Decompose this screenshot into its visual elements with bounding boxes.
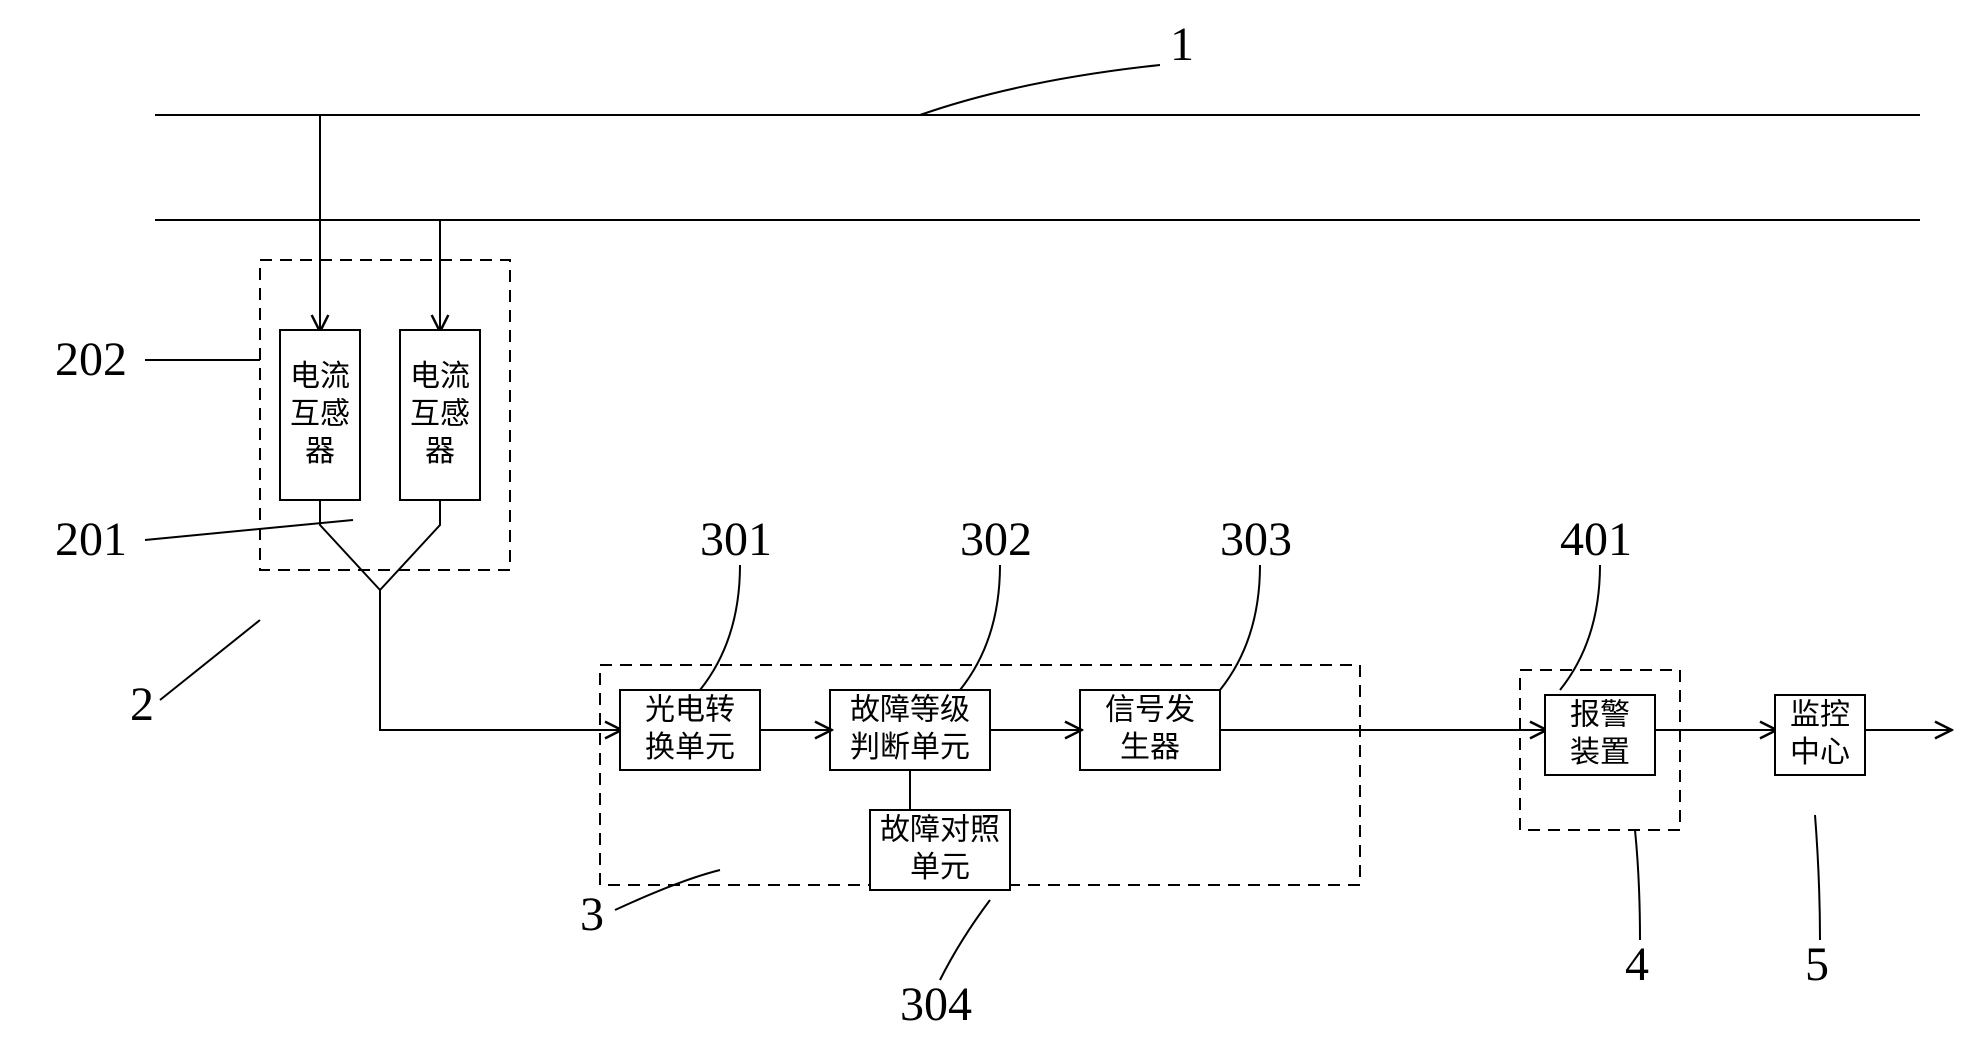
label-L202: 202 [55,333,127,386]
box-304-text-1: 单元 [910,851,970,884]
leader-L304 [940,900,990,980]
box-5-text-1: 中心 [1790,736,1850,769]
box-201-ct-b-text-2: 器 [425,435,455,468]
box-202-ct-a-text-0: 电流 [290,360,350,393]
leader-L301 [700,565,740,690]
box-304-text-0: 故障对照 [880,814,1000,847]
box-302-text-1: 判断单元 [850,731,970,764]
label-L303: 303 [1220,513,1292,566]
label-L302: 302 [960,513,1032,566]
leader-L401 [1560,565,1600,690]
box-5-text-0: 监控 [1790,699,1850,732]
label-L201: 201 [55,513,127,566]
label-L3: 3 [580,888,604,941]
label-L4: 4 [1625,938,1649,991]
box-302-text-0: 故障等级 [850,694,970,727]
box-201-ct-b-text-0: 电流 [410,360,470,393]
merge-b [380,500,440,590]
leader-L4 [1635,830,1640,940]
box-303-text-1: 生器 [1120,731,1180,764]
leader-L2 [160,620,260,700]
leader-L1 [920,65,1160,115]
label-L2: 2 [130,678,154,731]
box-401-text-0: 报警 [1570,699,1630,732]
box-301-text-1: 换单元 [645,731,735,764]
merge-to-301 [380,590,620,730]
box-301-text-0: 光电转 [645,694,735,727]
label-L301: 301 [700,513,772,566]
merge-a [320,500,380,590]
box-202-ct-a-text-1: 互感 [290,397,350,430]
box-202-ct-a-text-2: 器 [305,435,335,468]
box-201-ct-b-text-1: 互感 [410,397,470,430]
box-401-text-1: 装置 [1570,736,1630,769]
leader-L5 [1815,815,1820,940]
label-L304: 304 [900,978,972,1031]
leader-L303 [1220,565,1260,690]
label-L1: 1 [1170,18,1194,71]
leader-L3 [615,870,720,910]
label-L401: 401 [1560,513,1632,566]
leader-L302 [960,565,1000,690]
label-L5: 5 [1805,938,1829,991]
box-303-text-0: 信号发 [1105,694,1195,727]
leader-L201 [145,520,353,540]
